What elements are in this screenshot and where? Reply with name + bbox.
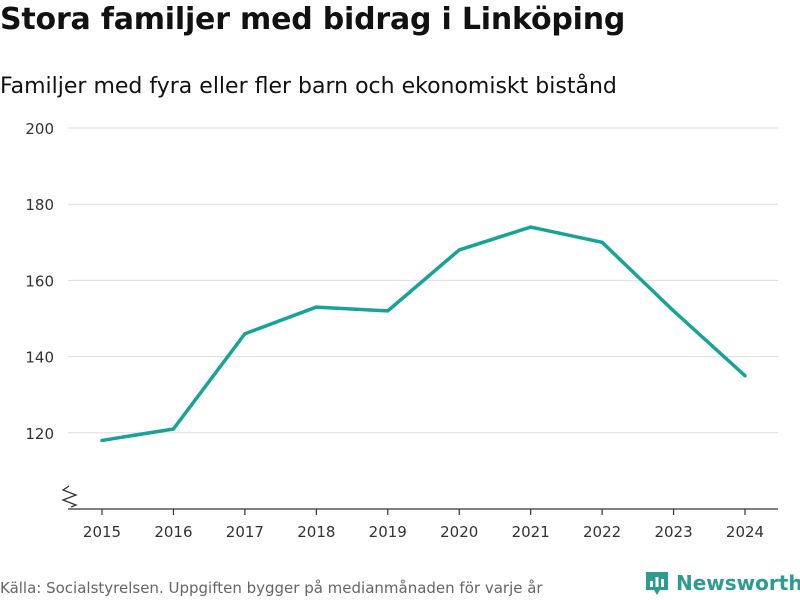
chart-title: Stora familjer med bidrag i Linköping [0, 2, 626, 37]
axis-break-mark [61, 485, 78, 508]
x-tick-label: 2019 [369, 523, 407, 541]
y-tick-label: 200 [25, 120, 54, 138]
data-point [529, 225, 533, 229]
x-tick-label: 2018 [297, 523, 335, 541]
x-tick-label: 2016 [154, 523, 192, 541]
data-point [314, 305, 318, 309]
x-tick-label: 2021 [512, 523, 550, 541]
x-tick-label: 2022 [583, 523, 621, 541]
source-note: Källa: Socialstyrelsen. Uppgiften bygger… [0, 579, 543, 597]
data-point [743, 374, 747, 378]
x-axis [61, 485, 778, 510]
data-point [600, 240, 604, 244]
brand-name: Newsworthy [676, 571, 800, 595]
chart-subtitle: Familjer med fyra eller fler barn och ek… [0, 74, 617, 99]
x-tick-label: 2015 [83, 523, 121, 541]
data-point [243, 332, 247, 336]
y-tick-label: 140 [25, 349, 54, 367]
brand-logo: Newsworthy [644, 570, 800, 596]
y-tick-label: 180 [25, 196, 54, 214]
x-tick-label: 2023 [654, 523, 692, 541]
newsworthy-logo-icon [646, 572, 668, 595]
y-tick-label: 160 [25, 272, 54, 290]
data-point [672, 309, 676, 313]
x-tick-label: 2024 [726, 523, 764, 541]
series-layer [100, 225, 747, 443]
data-point [386, 309, 390, 313]
y-axis-ticks: 120 140 160 180 200 [25, 120, 54, 443]
data-point [100, 438, 104, 442]
data-point [457, 248, 461, 252]
x-tick-label: 2017 [226, 523, 264, 541]
series-line [100, 225, 747, 443]
x-tick-label: 2020 [440, 523, 478, 541]
y-tick-label: 120 [25, 425, 54, 443]
data-point [171, 427, 175, 431]
x-axis-ticks: 2015 2016 2017 2018 2019 2020 2021 2022 2023 2024 [83, 509, 764, 541]
